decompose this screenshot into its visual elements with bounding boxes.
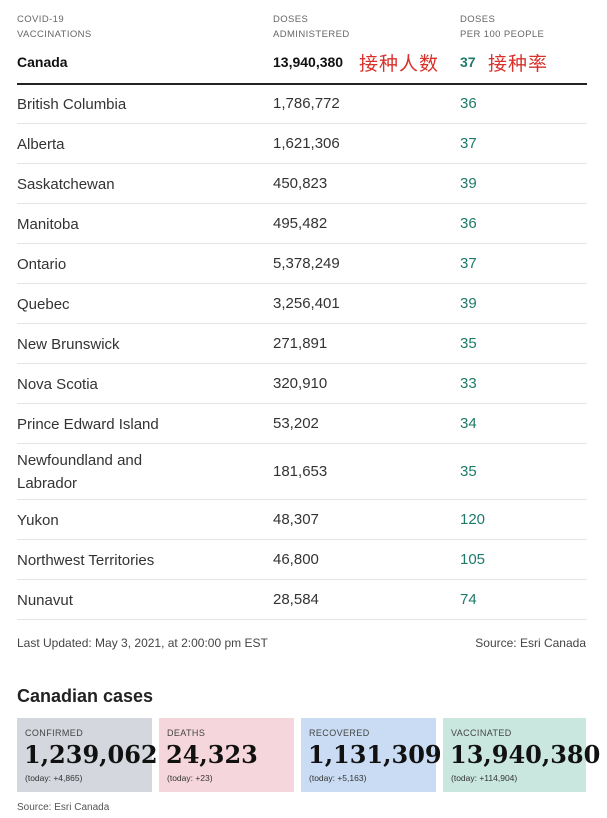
region-name: Nova Scotia [17,376,98,393]
cases-source: Source: Esri Canada [17,802,110,813]
rate-value: 37 [460,54,476,70]
card-today: (today: +4,865) [25,773,83,783]
rate-value: 35 [460,335,477,352]
doses-value: 271,891 [273,335,328,352]
table-row: Yukon 48,307 120 [17,500,587,540]
region-name: British Columbia [17,96,127,113]
doses-annotation: 接种人数 [359,53,440,75]
header-line: ADMINISTERED [273,29,350,40]
vaccinated-card: VACCINATED 13,940,380 (today: +114,904) [443,718,600,792]
card-value: 24,323 [166,740,258,769]
region-name: New Brunswick [17,336,120,353]
region-name: Quebec [17,296,70,313]
header-line: PER 100 PEOPLE [460,29,545,40]
doses-value: 13,940,380 [273,54,344,70]
rate-value: 105 [460,551,486,568]
header-doses-per-100: DOSES PER 100 PEOPLE [460,12,544,42]
card-today: (today: +5,163) [309,773,367,783]
table-row: Quebec 3,256,401 39 [17,284,587,324]
region-name: Northwest Territories [17,552,155,569]
region-name: Nunavut [17,592,73,609]
header-line: DOSES [460,14,496,25]
doses-value: 495,482 [273,215,328,232]
table-row: Alberta 1,621,306 37 [17,124,587,164]
region-name: Ontario [17,256,67,273]
table-row: Nunavut 28,584 74 [17,580,587,620]
header-line: COVID-19 [17,14,65,25]
rate-value: 34 [460,415,477,432]
doses-value: 3,256,401 [273,295,340,312]
card-label: RECOVERED [309,728,370,738]
table-row: Ontario 5,378,249 37 [17,244,587,284]
table-divider [17,83,587,85]
rate-value: 39 [460,175,477,192]
doses-value: 1,786,772 [273,95,340,112]
confirmed-card: CONFIRMED 1,239,062 (today: +4,865) [17,718,158,792]
doses-value: 1,621,306 [273,135,340,152]
doses-value: 53,202 [273,415,319,432]
region-name: Prince Edward Island [17,416,159,433]
card-value: 1,131,309 [308,740,442,769]
rate-value: 120 [460,511,486,528]
rate-value: 37 [460,255,477,272]
card-today: (today: +114,904) [451,773,518,783]
card-value: 13,940,380 [450,740,601,769]
card-label: DEATHS [167,728,206,738]
cases-title: Canadian cases [17,686,154,706]
table-row: Manitoba 495,482 36 [17,204,587,244]
doses-value: 46,800 [273,551,319,568]
region-name: Saskatchewan [17,176,115,193]
region-name: Manitoba [17,216,79,233]
region-name: Yukon [17,512,59,529]
table-source: Source: Esri Canada [475,636,586,650]
header-line: VACCINATIONS [17,29,92,40]
recovered-card: RECOVERED 1,131,309 (today: +5,163) [301,718,442,792]
card-today: (today: +23) [167,773,213,783]
table-row: Nova Scotia 320,910 33 [17,364,587,404]
last-updated: Last Updated: May 3, 2021, at 2:00:00 pm… [17,636,268,650]
table-row: Newfoundland and Labrador 181,653 35 [17,444,587,500]
header-line: DOSES [273,14,309,25]
rate-value: 35 [460,463,477,480]
table-row: Northwest Territories 46,800 105 [17,540,587,580]
rate-annotation: 接种率 [488,53,549,75]
region-name: Alberta [17,136,65,153]
region-name: Newfoundland and Labrador [17,452,143,492]
doses-value: 181,653 [273,463,328,480]
rate-value: 36 [460,215,477,232]
region-name: Canada [17,54,68,70]
header-doses-administered: DOSES ADMINISTERED [273,12,350,42]
card-label: CONFIRMED [25,728,84,738]
deaths-card: DEATHS 24,323 (today: +23) [159,718,294,792]
rate-value: 36 [460,95,477,112]
rate-value: 74 [460,591,477,608]
doses-value: 48,307 [273,511,319,528]
doses-value: 320,910 [273,375,328,392]
rate-value: 37 [460,135,477,152]
table-row: Saskatchewan 450,823 39 [17,164,587,204]
doses-value: 450,823 [273,175,328,192]
doses-value: 28,584 [273,591,319,608]
table-row: Prince Edward Island 53,202 34 [17,404,587,444]
header-vaccinations: COVID-19 VACCINATIONS [17,12,92,42]
card-value: 1,239,062 [24,740,158,769]
table-row: New Brunswick 271,891 35 [17,324,587,364]
table-row: British Columbia 1,786,772 36 [17,84,587,124]
rate-value: 33 [460,375,477,392]
canada-total-row: Canada 13,940,380 接种人数 37 接种率 [0,50,607,76]
doses-value: 5,378,249 [273,255,340,272]
rate-value: 39 [460,295,477,312]
card-label: VACCINATED [451,728,512,738]
